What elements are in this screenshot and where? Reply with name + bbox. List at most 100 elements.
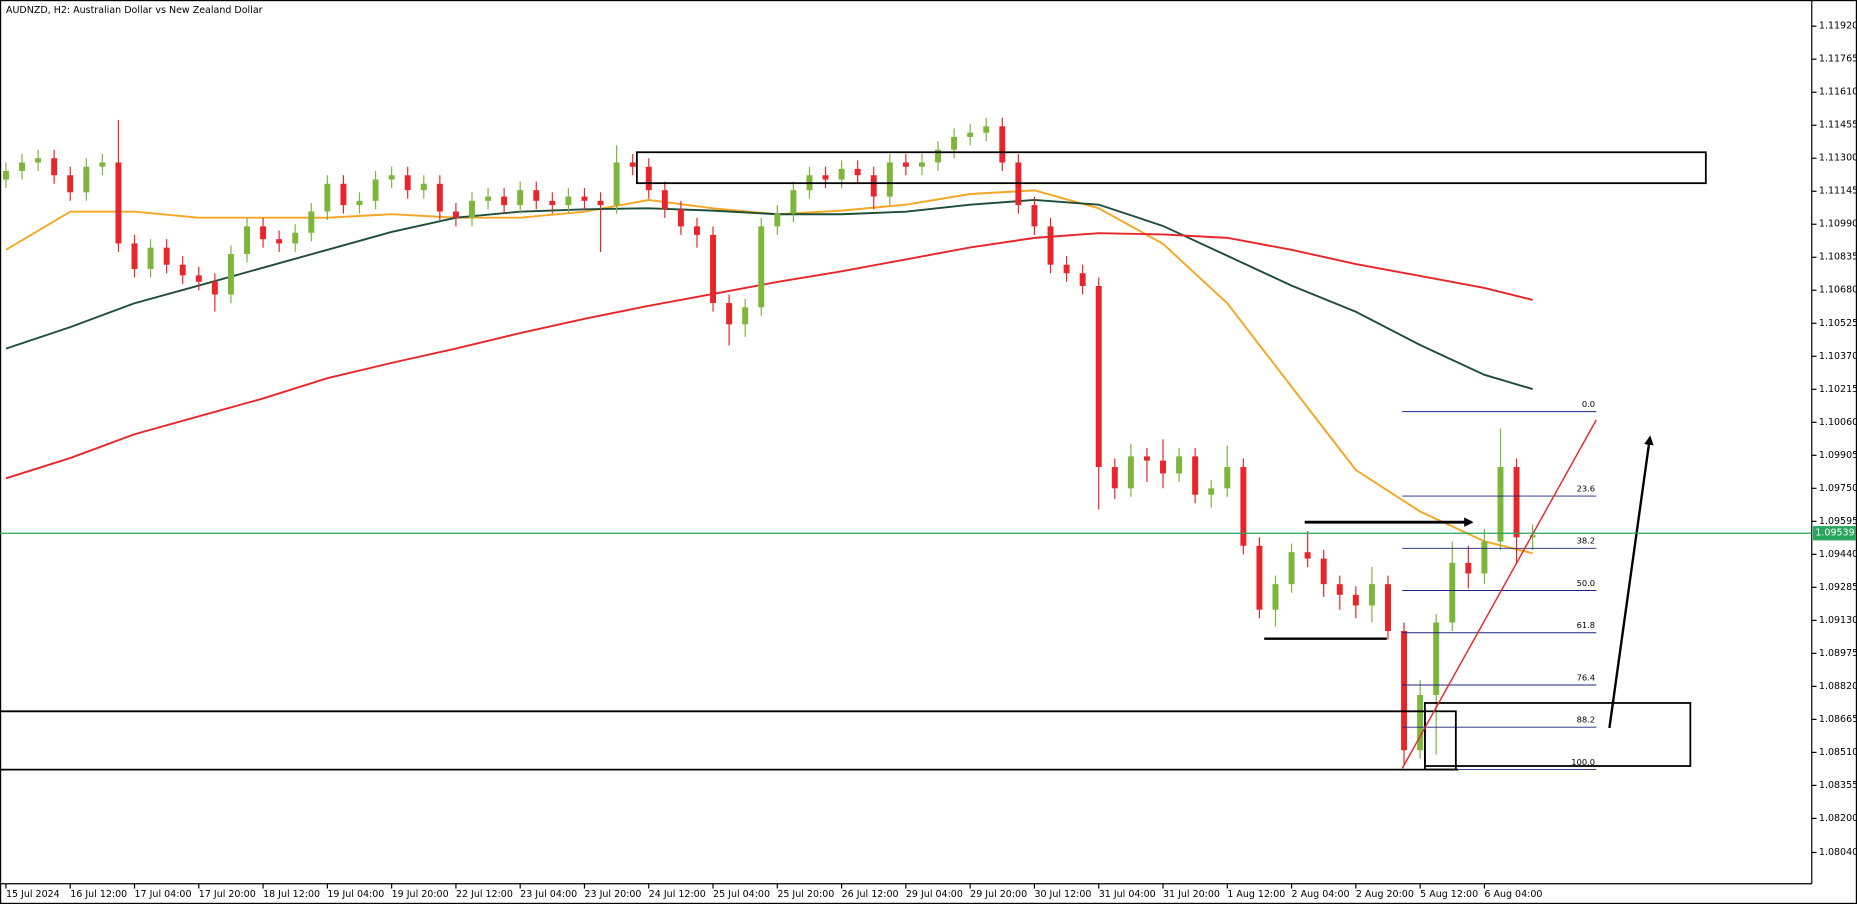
- candle-body: [677, 209, 684, 227]
- x-tick-label: 1 Aug 12:00: [1227, 889, 1285, 900]
- x-tick-label: 24 Jul 12:00: [649, 889, 706, 900]
- candle-body: [485, 196, 492, 201]
- fib-label: 38.2: [1577, 536, 1596, 546]
- candle-body: [581, 196, 588, 201]
- x-tick-label: 2 Aug 20:00: [1356, 889, 1414, 900]
- candle-body: [1079, 273, 1086, 287]
- candle-body: [983, 126, 990, 133]
- candle-body: [1449, 562, 1456, 623]
- candle-body: [1320, 558, 1327, 585]
- candle-body: [1031, 205, 1038, 227]
- y-tick-label: 1.09130: [1819, 615, 1857, 626]
- candle-body: [292, 232, 299, 244]
- y-tick-label: 1.10525: [1819, 318, 1857, 329]
- candle-body: [918, 162, 925, 167]
- candle-body: [1063, 264, 1070, 274]
- candle-body: [1497, 467, 1504, 542]
- candle-body: [790, 190, 797, 214]
- candle-body: [661, 190, 668, 210]
- candle-body: [388, 175, 395, 180]
- candle-body: [902, 162, 909, 167]
- candle-body: [710, 234, 717, 304]
- x-tick-label: 26 Jul 12:00: [842, 889, 899, 900]
- candle-body: [886, 162, 893, 197]
- fib-label: 76.4: [1577, 672, 1596, 682]
- candle-body: [51, 158, 58, 176]
- x-tick-label: 30 Jul 12:00: [1034, 889, 1091, 900]
- candle-body: [1481, 541, 1488, 574]
- x-tick-label: 19 Jul 20:00: [392, 889, 449, 900]
- candle-body: [597, 200, 604, 206]
- candle-body: [1433, 622, 1440, 695]
- candle-body: [999, 126, 1006, 163]
- candle-body: [356, 200, 363, 206]
- x-tick-label: 31 Jul 20:00: [1163, 889, 1220, 900]
- candle-body: [99, 162, 106, 167]
- candle-body: [1417, 694, 1424, 751]
- candle-body: [774, 213, 781, 227]
- x-tick-label: 16 Jul 12:00: [70, 889, 127, 900]
- candle-body: [1272, 584, 1279, 610]
- candle-body: [340, 183, 347, 206]
- candle-body: [35, 158, 42, 163]
- x-tick-label: 22 Jul 12:00: [456, 889, 513, 900]
- candle-body: [147, 247, 154, 269]
- x-tick-label: 31 Jul 04:00: [1099, 889, 1156, 900]
- candle-body: [951, 136, 958, 150]
- y-tick-label: 1.11455: [1819, 120, 1857, 131]
- candle-body: [1352, 594, 1359, 606]
- x-tick-label: 25 Jul 04:00: [713, 889, 770, 900]
- candle-body: [420, 183, 427, 191]
- y-tick-label: 1.09440: [1819, 549, 1857, 560]
- x-tick-label: 19 Jul 04:00: [327, 889, 384, 900]
- fib-label: 0.0: [1582, 399, 1595, 409]
- x-tick-label: 18 Jul 12:00: [263, 889, 320, 900]
- candle-body: [469, 200, 475, 218]
- y-tick-label: 1.11610: [1819, 87, 1857, 98]
- candle-body: [195, 275, 202, 282]
- y-tick-label: 1.10680: [1819, 285, 1857, 296]
- y-tick-label: 1.09595: [1819, 516, 1857, 527]
- candle-body: [822, 175, 829, 180]
- resistance-zone: [635, 151, 1707, 185]
- fib-label: 50.0: [1577, 578, 1596, 588]
- candle-body: [131, 243, 138, 269]
- fib-label: 100.0: [1571, 757, 1595, 767]
- y-tick-label: 1.10835: [1819, 252, 1857, 263]
- candle-body: [1336, 584, 1343, 595]
- last-price-label: 1.09539: [1815, 528, 1854, 539]
- x-tick-label: 29 Jul 20:00: [970, 889, 1027, 900]
- fib-label: 61.8: [1577, 620, 1596, 630]
- y-tick-label: 1.10060: [1819, 417, 1857, 428]
- candle-body: [1465, 562, 1472, 574]
- candle-body: [1256, 545, 1263, 610]
- candle-body: [19, 162, 25, 172]
- x-tick-label: 6 Aug 04:00: [1484, 889, 1542, 900]
- candle-body: [1208, 488, 1215, 495]
- candle-body: [1160, 460, 1166, 474]
- candle-body: [1529, 535, 1536, 538]
- y-tick-label: 1.08665: [1819, 714, 1857, 725]
- candle-body: [838, 168, 845, 180]
- candle-body: [324, 183, 331, 212]
- candle-body: [1288, 552, 1295, 585]
- candle-body: [1127, 456, 1134, 489]
- candle-body: [1192, 456, 1199, 495]
- candle-body: [163, 247, 170, 265]
- x-tick-label: 17 Jul 04:00: [135, 889, 192, 900]
- drawings: [0, 151, 1707, 771]
- candle-body: [565, 196, 572, 206]
- y-tick-label: 1.09750: [1819, 483, 1857, 494]
- y-tick-label: 1.08820: [1819, 681, 1857, 692]
- candle-body: [1513, 467, 1520, 538]
- demand-zone: [1423, 710, 1457, 771]
- y-tick-label: 1.09905: [1819, 450, 1857, 461]
- candle-body: [629, 162, 636, 167]
- candle-body: [404, 175, 411, 191]
- y-tick-label: 1.11145: [1819, 186, 1857, 197]
- candle-body: [1224, 467, 1231, 489]
- y-tick-label: 1.11765: [1819, 54, 1857, 65]
- last-price-box: [1812, 526, 1856, 541]
